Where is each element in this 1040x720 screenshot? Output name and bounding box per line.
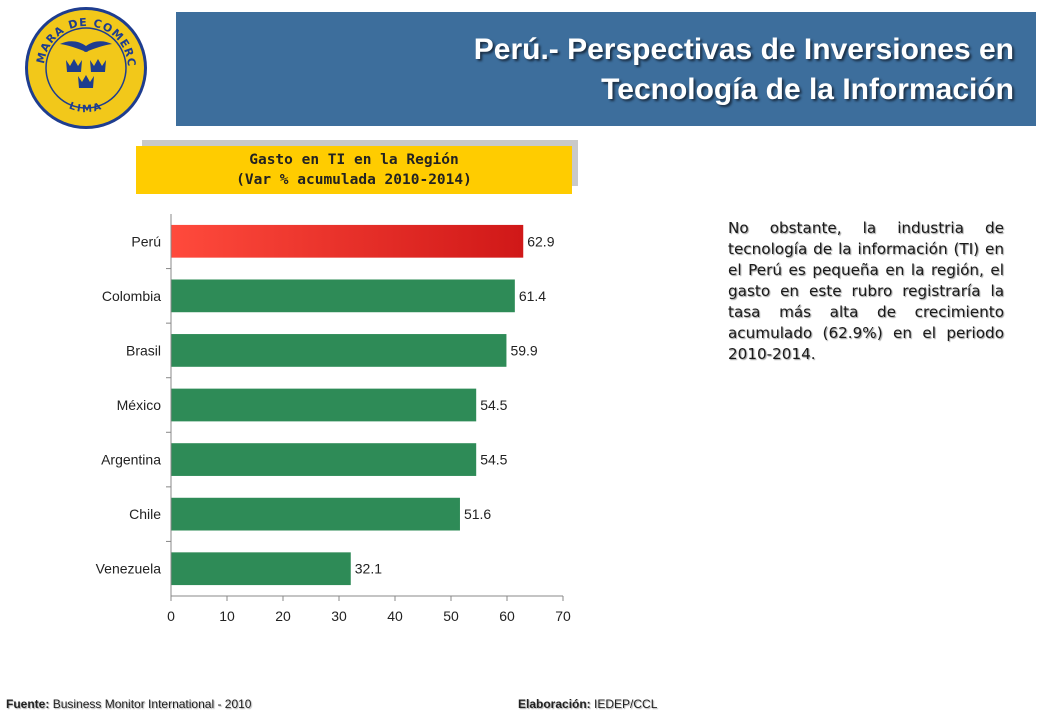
page-title: Perú.- Perspectivas de Inversiones en Te… xyxy=(474,30,1014,110)
footer-credit: Elaboración: IEDEP/CCL xyxy=(518,697,657,711)
bar-value-label-0: 62.9 xyxy=(527,233,554,249)
credit-value: IEDEP/CCL xyxy=(594,697,658,711)
camara-de-comercio-logo: CAMARA DE COMERCIO LIMA xyxy=(22,4,147,129)
analysis-note: No obstante, la industria de tecnología … xyxy=(728,219,1004,363)
bar-chart: 62.9 61.4 59.9 54.5 54.5 51.6 32.1 Perú Colombi… xyxy=(96,214,571,624)
credit-label: Elaboración: xyxy=(518,697,591,711)
category-label-5: Chile xyxy=(129,506,161,522)
page-title-line-2: Tecnología de la Información xyxy=(601,73,1014,106)
category-label-3: México xyxy=(117,397,162,413)
source-label: Fuente: xyxy=(6,697,50,711)
bar-1 xyxy=(171,279,515,313)
category-label-0: Perú xyxy=(131,233,161,249)
x-tick-label-0: 0 xyxy=(167,608,175,624)
category-label-2: Brasil xyxy=(126,342,161,358)
x-tick-label-7: 70 xyxy=(555,608,571,624)
x-tick-label-4: 40 xyxy=(387,608,403,624)
bar-value-label-5: 51.6 xyxy=(464,506,491,522)
header-banner: Perú.- Perspectivas de Inversiones en Te… xyxy=(176,12,1036,126)
x-tick-label-5: 50 xyxy=(443,608,459,624)
bar-5 xyxy=(171,497,460,531)
category-label-4: Argentina xyxy=(101,452,161,468)
category-label-1: Colombia xyxy=(102,288,161,304)
chart-title-box: Gasto en TI en la Región (Var % acumulad… xyxy=(136,146,572,194)
bar-value-label-2: 59.9 xyxy=(510,342,537,358)
bar-value-label-1: 61.4 xyxy=(519,288,546,304)
chart-title: Gasto en TI en la Región xyxy=(249,152,459,168)
chart-subtitle: (Var % acumulada 2010-2014) xyxy=(236,172,472,188)
x-tick-label-1: 10 xyxy=(219,608,235,624)
bar-2 xyxy=(171,334,507,367)
x-tick-label-2: 20 xyxy=(275,608,291,624)
source-value: Business Monitor International - 2010 xyxy=(52,697,252,711)
x-tick-label-3: 30 xyxy=(331,608,347,624)
page-title-line-1: Perú.- Perspectivas de Inversiones en xyxy=(473,33,1014,66)
bar-value-label-3: 54.5 xyxy=(480,397,507,413)
crowns-icon xyxy=(66,59,106,88)
wings-icon xyxy=(60,41,112,52)
bar-3 xyxy=(171,388,477,422)
category-label-6: Venezuela xyxy=(96,561,162,577)
bar-value-label-4: 54.5 xyxy=(480,452,507,468)
bar-6 xyxy=(171,552,351,586)
bar-value-label-6: 32.1 xyxy=(355,561,382,577)
bar-4 xyxy=(171,443,477,476)
footer-source: Fuente: Business Monitor International -… xyxy=(6,697,251,711)
bar-0 xyxy=(171,224,524,258)
x-tick-label-6: 60 xyxy=(499,608,515,624)
